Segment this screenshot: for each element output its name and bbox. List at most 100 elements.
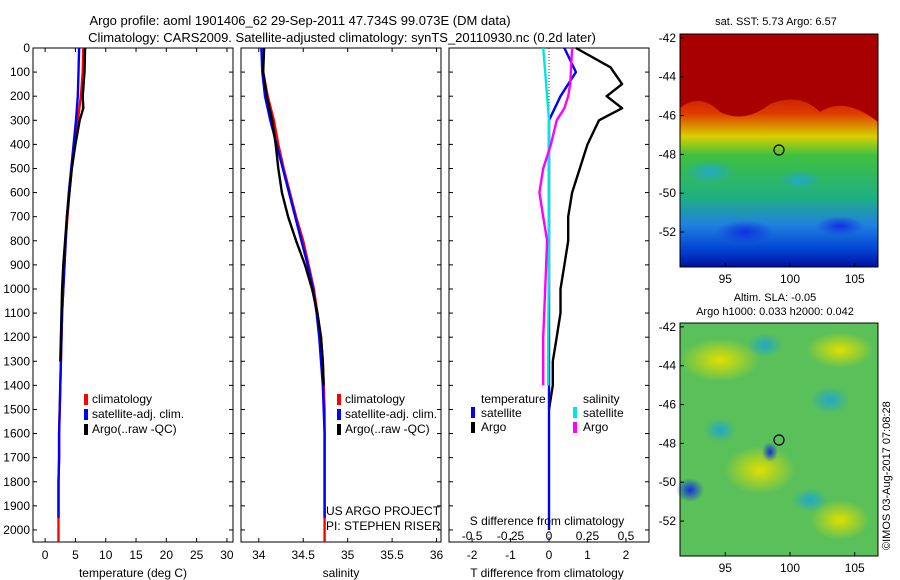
depth-tick-label: 1100 (4, 306, 30, 320)
x-tick-label: -2 (467, 548, 478, 562)
sst-map-title: sat. SST: 5.73 Argo: 6.57 (715, 16, 837, 28)
series-line-argo-raw-qc (262, 47, 325, 386)
credit-pi: PI: STEPHEN RISER (326, 519, 441, 533)
figure-title-line2: Climatology: CARS2009. Satellite-adjuste… (88, 30, 596, 45)
sla-low (810, 386, 850, 414)
map-x-tick-label: 105 (845, 272, 865, 286)
t-difference-axis-label: T difference from climatology (470, 566, 624, 580)
legend-swatch-s-argo (573, 422, 577, 433)
sla-low (747, 333, 783, 357)
depth-tick-label: 1000 (3, 282, 30, 296)
temperature-legend: climatology satellite-adj. clim. Argo(..… (84, 392, 184, 436)
legend-swatch-climatology (337, 394, 341, 405)
s-diff-tick-label: 0.25 (576, 529, 600, 543)
depth-tick-label: 800 (10, 234, 30, 248)
map-y-tick-label: -42 (659, 31, 677, 45)
map-y-tick-label: -52 (659, 514, 677, 528)
sst-eddy (684, 160, 736, 184)
depth-tick-label: 400 (10, 137, 30, 151)
x-tick-label: 25 (190, 548, 204, 562)
sla-high (724, 446, 796, 494)
temperature-x-ticks: 0 5 10 15 20 25 30 (42, 48, 234, 562)
depth-tick-label: 200 (10, 89, 30, 103)
argo-float-marker (773, 434, 785, 446)
map-y-tick-label: -48 (659, 436, 677, 450)
depth-tick-label: 900 (10, 258, 30, 272)
legend-swatch-climatology (84, 394, 88, 405)
legend-swatch-argo (84, 424, 88, 435)
sst-map-frame (679, 33, 879, 268)
series-line-salinity-argo (538, 47, 574, 386)
legend-label-t-argo: Argo (481, 420, 507, 434)
depth-tick-label: 700 (10, 210, 30, 224)
sst-cold-eddy (717, 220, 773, 244)
x-tick-label: -1 (505, 548, 516, 562)
sst-map-ticks: 95 100 105 -42 -44 -46 -48 -50 -52 (659, 31, 865, 286)
depth-tick-label: 600 (10, 186, 30, 200)
temperature-plot (57, 47, 87, 542)
series-line-temperature-argo (547, 46, 624, 410)
series-line-argo-raw-qc (59, 47, 87, 362)
legend-swatch-satellite (337, 409, 341, 420)
credit-project: US ARGO PROJECT (326, 504, 441, 518)
x-tick-label: 35.5 (380, 548, 404, 562)
legend-swatch-s-satellite (573, 407, 577, 418)
s-diff-tick-label: 0 (546, 529, 553, 543)
x-tick-label: 30 (220, 548, 234, 562)
x-tick-label: 15 (129, 548, 143, 562)
map-y-tick-label: -46 (659, 109, 677, 123)
x-tick-label: 0 (42, 548, 49, 562)
x-tick-label: 5 (72, 548, 79, 562)
depth-tick-label: 1300 (3, 354, 30, 368)
legend-label-argo: Argo(..raw -QC) (345, 422, 430, 436)
temperature-axis-label: temperature (deg C) (79, 566, 187, 580)
x-tick-label: 1 (584, 548, 591, 562)
depth-tick-label: 1500 (3, 402, 30, 416)
map-x-tick-label: 95 (719, 272, 733, 286)
depth-axis: 0 100 200 300 400 500 600 700 800 900 1000 1100 1200… (3, 41, 649, 537)
series-line-salinity-satellite (542, 47, 551, 386)
sla-low (762, 442, 778, 462)
legend-label-climatology: climatology (345, 392, 405, 406)
argo-float-marker (773, 144, 785, 156)
depth-tick-label: 1800 (3, 475, 30, 489)
x-tick-label: 34.5 (292, 548, 316, 562)
sst-map (679, 33, 879, 268)
map-y-tick-label: -44 (659, 70, 677, 84)
series-line-satellite-adj-clim (260, 47, 326, 518)
x-tick-label: 0 (546, 548, 553, 562)
difference-x-ticks: -2 -1 0 1 2 -0.5 -0.25 0 0.25 0.5 (462, 529, 635, 562)
map-x-tick-label: 95 (719, 561, 733, 575)
sst-eddy (778, 170, 822, 190)
depth-tick-label: 1400 (3, 378, 30, 392)
s-diff-tick-label: -0.25 (497, 529, 525, 543)
temperature-panel-frame (32, 47, 234, 543)
map-y-tick-label: -44 (659, 359, 677, 373)
depth-tick-label: 1200 (3, 330, 30, 344)
salinity-x-ticks: 34 34.5 35 35.5 36 (252, 48, 444, 562)
sla-map-ticks: 95 100 105 -42 -44 -46 -48 -50 -52 (659, 320, 865, 575)
legend-label-argo: Argo(..raw -QC) (92, 422, 177, 436)
sst-warm-region (680, 34, 878, 122)
s-diff-tick-label: 0.5 (618, 529, 635, 543)
legend-label-s-satellite: satellite (583, 406, 624, 420)
sla-low (792, 488, 828, 512)
map-y-tick-label: -42 (659, 320, 677, 334)
legend-label-t-satellite: satellite (481, 406, 522, 420)
difference-plot (538, 46, 624, 542)
salinity-plot (260, 47, 326, 542)
x-tick-label: 10 (99, 548, 113, 562)
sla-map-frame (679, 322, 879, 557)
imos-watermark: ©IMOS 03-Aug-2017 07:08:28 (881, 401, 893, 550)
sla-high (806, 332, 874, 368)
depth-tick-label: 1900 (3, 499, 30, 513)
legend-swatch-t-argo (471, 422, 475, 433)
depth-tick-label: 300 (10, 113, 30, 127)
depth-tick-label: 1700 (3, 451, 30, 465)
s-difference-axis-label: S difference from climatology (470, 514, 625, 528)
sla-high (810, 500, 870, 540)
map-y-tick-label: -48 (659, 147, 677, 161)
map-x-tick-label: 105 (845, 561, 865, 575)
difference-legend: temperature salinity satellite satellite… (471, 392, 624, 434)
sla-high (680, 338, 760, 382)
